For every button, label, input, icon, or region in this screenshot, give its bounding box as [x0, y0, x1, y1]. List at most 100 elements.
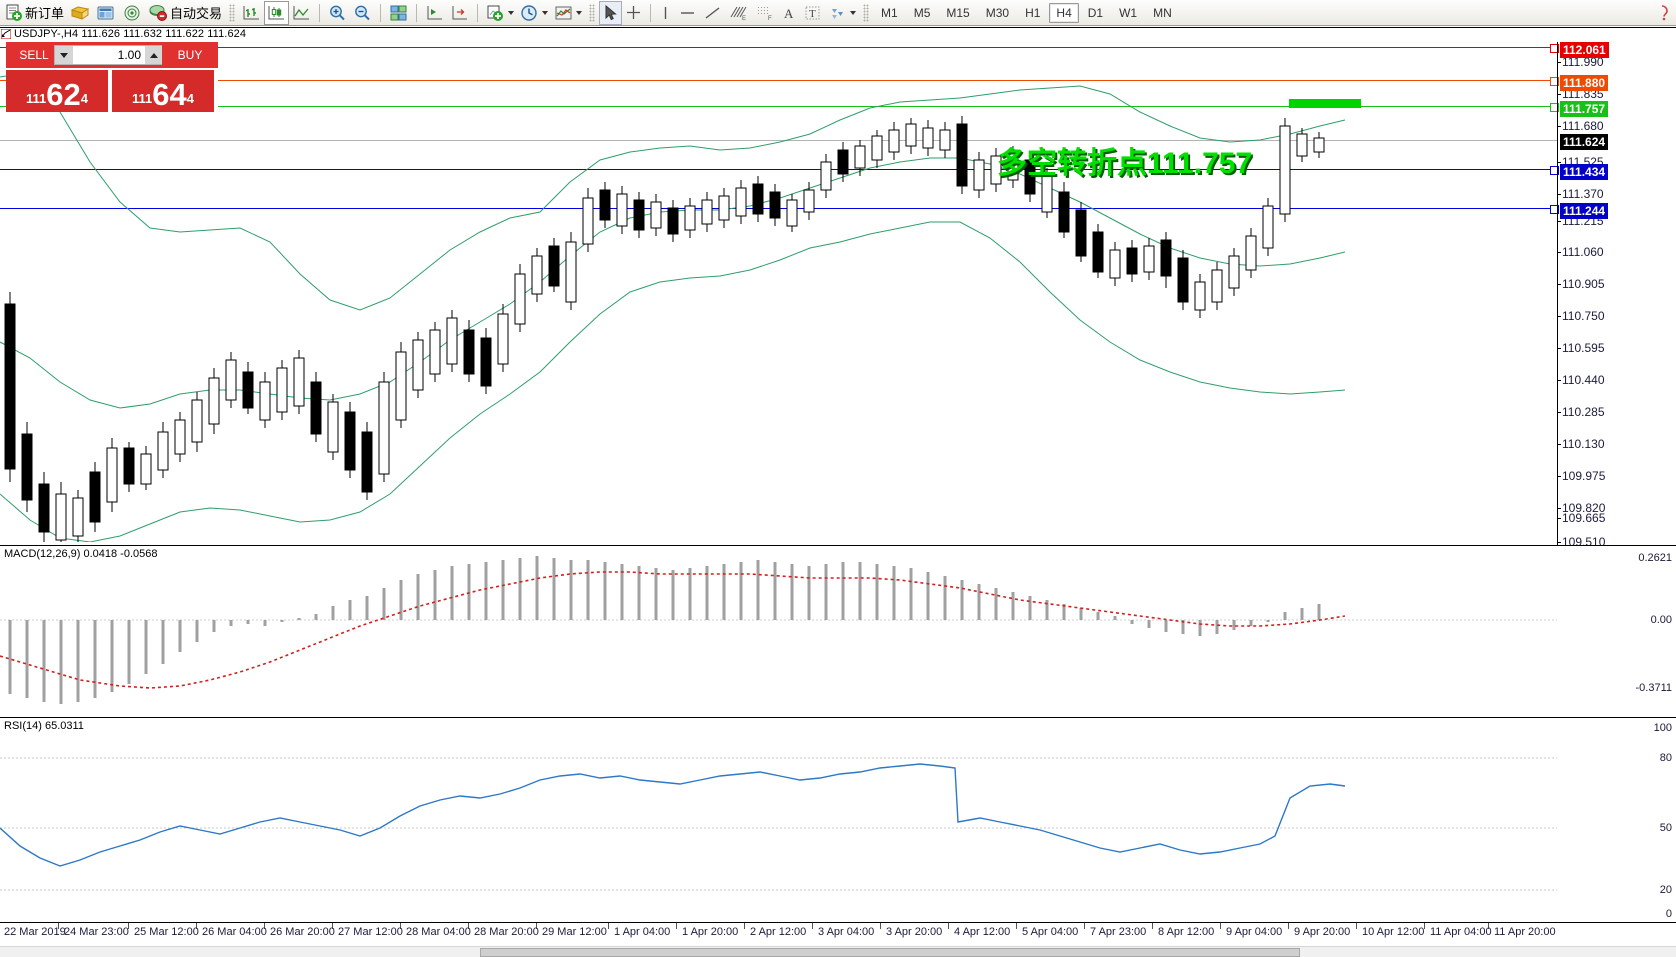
cursor-icon — [602, 4, 619, 22]
tile-windows-icon — [389, 4, 408, 22]
text-label-button[interactable]: A — [779, 2, 800, 24]
expert-advisors-button[interactable] — [67, 2, 93, 24]
time-label-22: 11 Apr 20:00 — [1494, 926, 1556, 938]
price-line-111624-current — [0, 140, 1557, 141]
price-badge-111757[interactable]: 111.757 — [1560, 101, 1609, 117]
price-badge-111434[interactable]: 111.434 — [1560, 164, 1609, 180]
toolbar-grip-2[interactable] — [589, 3, 596, 22]
vertical-line-button[interactable] — [656, 2, 675, 24]
bar-chart-button[interactable] — [239, 2, 264, 24]
fibonacci-button[interactable]: E — [725, 2, 752, 24]
crosshair-tool-button[interactable] — [622, 2, 645, 24]
candlestick-chart-button[interactable] — [264, 0, 290, 25]
price-line-handle-111757[interactable] — [1550, 103, 1559, 112]
autotrading-label: 自动交易 — [170, 6, 223, 21]
trendline-icon — [703, 4, 722, 22]
price-badge-111880[interactable]: 111.880 — [1560, 75, 1609, 91]
candlestick-chart-icon — [267, 4, 286, 22]
tile-windows-button[interactable] — [386, 2, 411, 24]
objects-button[interactable] — [825, 2, 859, 24]
zoom-out-button[interactable] — [350, 2, 375, 24]
price-pane[interactable]: 多空转折点111.757 — [0, 42, 1676, 936]
shift-start-button[interactable] — [422, 2, 447, 24]
cursor-tool-button[interactable] — [599, 0, 623, 25]
time-axis[interactable]: 22 Mar 2019 24 Mar 23:00 25 Mar 12:00 26… — [0, 922, 1676, 944]
candlestick-series — [0, 71, 1346, 542]
period-button[interactable] — [517, 2, 551, 24]
autoscroll-button[interactable] — [447, 2, 472, 24]
timeframe-m1[interactable]: M1 — [881, 5, 898, 20]
time-label-4: 26 Mar 20:00 — [270, 926, 335, 938]
candles — [4, 116, 1325, 542]
objects-dropdown-icon[interactable] — [850, 10, 857, 15]
timeframe-m5[interactable]: M5 — [913, 5, 931, 20]
autotrading-icon — [148, 4, 168, 22]
sell-price-main: 62 — [46, 77, 81, 112]
sell-price-display[interactable]: 111 62 4 — [6, 70, 108, 112]
period-dropdown-icon[interactable] — [542, 10, 549, 15]
price-line-handle-111244[interactable] — [1550, 205, 1559, 214]
price-line-handle-111434[interactable] — [1550, 166, 1559, 175]
toolbar-separator-4 — [477, 3, 479, 22]
volume-decrement-button[interactable] — [55, 46, 73, 64]
time-label-15: 5 Apr 04:00 — [1022, 926, 1079, 938]
price-line-handle-111880[interactable] — [1550, 77, 1559, 86]
timeframe-w1[interactable]: W1 — [1119, 5, 1138, 20]
navigator-button[interactable] — [119, 2, 145, 24]
green-rectangle-marker[interactable] — [1289, 99, 1361, 108]
timeframe-m15[interactable]: M15 — [946, 5, 970, 20]
macd-pane[interactable]: MACD(12,26,9) 0.0418 -0.0568 — [0, 545, 1676, 723]
timeframe-h4[interactable]: H4 — [1049, 2, 1079, 23]
indicators-dropdown-icon[interactable] — [576, 10, 583, 15]
chart-window[interactable]: USDJPY-,H4 111.626 111.632 111.622 111.6… — [0, 27, 1676, 957]
help-button[interactable] — [1650, 2, 1674, 24]
autotrading-button[interactable]: 自动交易 — [145, 2, 225, 24]
price-badge-112061[interactable]: 112.061 — [1560, 42, 1609, 58]
timeframe-mn[interactable]: MN — [1153, 5, 1172, 20]
toolbar-grip-1[interactable] — [229, 3, 236, 22]
price-tick-109665: 109.665 — [1557, 511, 1605, 525]
buy-button[interactable]: BUY — [162, 42, 218, 68]
price-tick-110595: 110.595 — [1557, 341, 1605, 355]
horizontal-scrollbar[interactable] — [0, 946, 1676, 957]
svg-text:T: T — [809, 8, 816, 20]
price-badge-111244[interactable]: 111.244 — [1560, 203, 1609, 219]
zoom-in-button[interactable] — [325, 2, 350, 24]
line-chart-button[interactable] — [289, 2, 314, 24]
volume-increment-button[interactable] — [145, 46, 163, 64]
terminal-button[interactable] — [93, 2, 119, 24]
trendline-button[interactable] — [700, 2, 725, 24]
folder-icon — [70, 4, 90, 22]
price-line-111880[interactable] — [0, 80, 1557, 81]
zoom-out-icon — [353, 4, 372, 22]
rsi-pane[interactable]: RSI(14) 65.0311 100 80 50 20 0 — [0, 717, 1676, 923]
timeframe-d1[interactable]: D1 — [1087, 5, 1104, 20]
new-order-button[interactable]: 新订单 — [2, 2, 67, 24]
timeframe-h1[interactable]: H1 — [1025, 5, 1041, 20]
price-tick-110440: 110.440 — [1557, 373, 1605, 387]
text-button[interactable]: T — [800, 2, 825, 24]
volume-input[interactable]: 1.00 — [73, 46, 145, 64]
volume-stepper[interactable]: 1.00 — [54, 45, 164, 65]
indicators-button[interactable] — [551, 2, 585, 24]
new-chart-button[interactable] — [483, 2, 517, 24]
rsi-scale-20: 20 — [1659, 884, 1672, 896]
fibo-fan-button[interactable]: F — [752, 2, 779, 24]
time-label-6: 28 Mar 04:00 — [406, 926, 471, 938]
price-line-111434[interactable] — [0, 169, 1557, 170]
new-chart-dropdown-icon[interactable] — [508, 10, 515, 15]
sell-button[interactable]: SELL — [6, 42, 62, 68]
toolbar-grip-3[interactable] — [863, 3, 870, 22]
horizontal-line-button[interactable] — [675, 2, 700, 24]
time-label-21: 11 Apr 04:00 — [1430, 926, 1492, 938]
zoom-in-icon — [328, 4, 347, 22]
timeframe-m30[interactable]: M30 — [985, 5, 1010, 20]
one-click-trading-panel[interactable]: SELL 1.00 BUY 111 62 4 111 64 4 — [6, 42, 218, 112]
pivot-annotation[interactable]: 多空转折点111.757 — [997, 147, 1253, 180]
price-line-112061[interactable] — [0, 47, 1557, 48]
rsi-scale-80: 80 — [1659, 752, 1672, 764]
fibonacci-icon: E — [728, 4, 749, 22]
price-line-handle-112061[interactable] — [1550, 44, 1559, 53]
price-line-111757[interactable] — [0, 106, 1557, 107]
buy-price-display[interactable]: 111 64 4 — [112, 70, 214, 112]
